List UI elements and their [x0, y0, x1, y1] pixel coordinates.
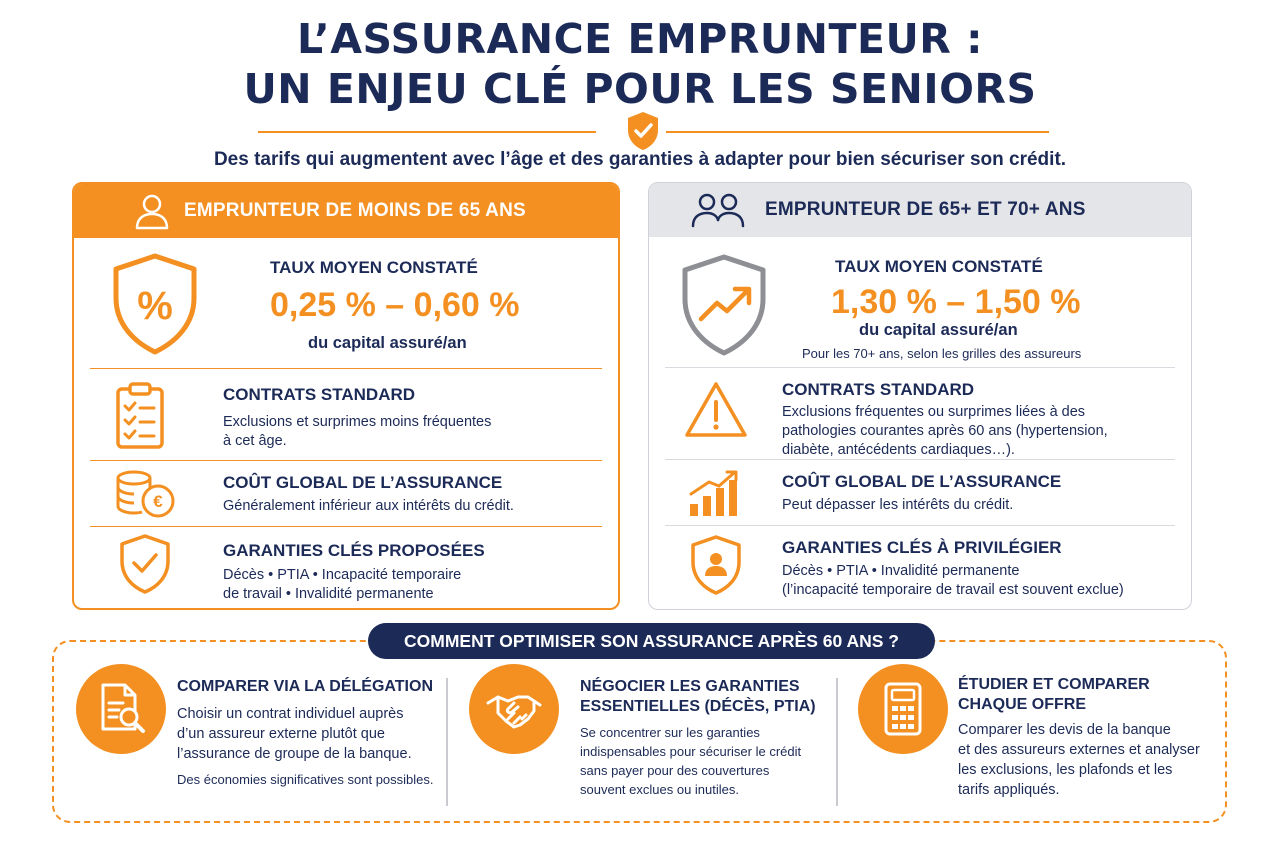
coins-euro-icon: € [116, 470, 175, 518]
contracts-text-line: Exclusions fréquentes ou surprimes liées… [782, 404, 1086, 420]
optimize-item-text-line: indispensables pour sécuriser le crédit [580, 744, 802, 759]
optimize-item-text-line: et des assureurs externes et analyser [958, 742, 1200, 758]
contracts-text-line: diabète, antécédents cardiaques…). [782, 442, 1015, 458]
panel-header-title: EMPRUNTEUR DE MOINS DE 65 ANS [184, 200, 526, 221]
shield-check-icon [628, 112, 658, 150]
optimize-item-title: ÉTUDIER ET COMPARER CHAQUE OFFRE [958, 675, 1150, 715]
shield-trend-up-icon [682, 254, 766, 356]
title-line-2: UN ENJEU CLÉ POUR LES SENIORS [243, 65, 1037, 113]
optimize-item-text-line: les exclusions, les plafonds et les [958, 762, 1173, 778]
title-line-1: L’ASSURANCE EMPRUNTEUR : [296, 15, 984, 63]
user-icon [135, 194, 169, 230]
shield-percent-icon: % [113, 253, 197, 355]
optimize-item-title-line: NÉGOCIER LES GARANTIES [580, 678, 800, 695]
cost-row: COÛT GLOBAL DE L’ASSURANCE Peut dépasser… [665, 459, 1175, 525]
shield-person-icon [691, 535, 741, 595]
subtitle: Des tarifs qui augmentent avec l’âge et … [213, 149, 1067, 170]
contracts-title: CONTRATS STANDARD [223, 385, 416, 404]
panel-65-plus: EMPRUNTEUR DE 65+ ET 70+ ANS TAUX MOYEN … [648, 182, 1192, 610]
cost-text: Peut dépasser les intérêts du crédit. [782, 497, 1014, 513]
panel-header: EMPRUNTEUR DE 65+ ET 70+ ANS [649, 183, 1191, 237]
guarantees-text-line: (l’incapacité temporaire de travail est … [782, 582, 1124, 598]
contracts-text: Exclusions et surprimes moins fréquentes… [223, 413, 491, 451]
guarantees-text-line: de travail • Invalidité permanente [223, 586, 434, 602]
contracts-text-line: pathologies courantes après 60 ans (hype… [782, 423, 1108, 439]
rate-title: TAUX MOYEN CONSTATÉ [835, 257, 1043, 276]
guarantees-title: GARANTIES CLÉS À PRIVILÉGIER [782, 538, 1062, 557]
panel-header: EMPRUNTEUR DE MOINS DE 65 ANS [74, 184, 618, 238]
contracts-row: CONTRATS STANDARD Exclusions et surprime… [90, 368, 602, 460]
contracts-text: Exclusions fréquentes ou surprimes liées… [782, 403, 1108, 460]
optimize-item-title: COMPARER VIA LA DÉLÉGATION [177, 678, 433, 695]
optimize-item-text: Choisir un contrat individuel auprès d’u… [177, 704, 412, 764]
optimize-item-text-line: souvent exclues ou inutiles. [580, 782, 739, 797]
contracts-title: CONTRATS STANDARD [782, 380, 975, 399]
optimize-item-text-line: Se concentrer sur les garanties [580, 725, 760, 740]
rate-note: Pour les 70+ ans, selon les grilles des … [802, 346, 1082, 361]
guarantees-row: GARANTIES CLÉS PROPOSÉES Décès • PTIA • … [90, 526, 602, 608]
optimize-item-text: Comparer les devis de la banque et des a… [958, 720, 1200, 800]
optimize-item-text-line: sans payer pour des couvertures [580, 763, 770, 778]
optimize-item-text-line: tarifs appliqués. [958, 782, 1060, 798]
rate-unit: du capital assuré/an [308, 334, 467, 352]
optimize-item-text-line: l’assurance de groupe de la banque. [177, 746, 412, 762]
panel-header-title: EMPRUNTEUR DE 65+ ET 70+ ANS [765, 199, 1086, 220]
warning-icon [685, 382, 747, 437]
optimize-item-text-line: d’un assureur externe plutôt que [177, 726, 385, 742]
cost-row: € COÛT GLOBAL DE L’ASSURANCE Généralemen… [90, 460, 602, 526]
bar-chart-up-icon [689, 470, 738, 516]
guarantees-text: Décès • PTIA • Invalidité permanente (l’… [782, 562, 1124, 600]
contracts-text-line: à cet âge. [223, 433, 287, 449]
shield-check-icon [120, 534, 170, 594]
cost-title: COÛT GLOBAL DE L’ASSURANCE [223, 473, 503, 492]
svg-text:%: % [137, 284, 173, 328]
guarantees-text: Décès • PTIA • Incapacité temporaire de … [223, 566, 461, 604]
rate-row: TAUX MOYEN CONSTATÉ 1,30 % – 1,50 % du c… [665, 239, 1175, 367]
optimize-item-title-line: ESSENTIELLES (DÉCÈS, PTIA) [580, 698, 816, 715]
title-divider-left [258, 131, 596, 133]
optimize-item-note: Des économies significatives sont possib… [177, 772, 434, 787]
optimize-heading: COMMENT OPTIMISER SON ASSURANCE APRÈS 60… [368, 623, 935, 659]
handshake-icon [469, 664, 559, 754]
clipboard-checklist-icon [116, 382, 164, 449]
calculator-icon [858, 664, 948, 754]
svg-text:€: € [153, 492, 163, 511]
optimize-item-title-line: CHAQUE OFFRE [958, 696, 1086, 713]
document-search-icon [76, 664, 166, 754]
users-icon [691, 193, 745, 228]
guarantees-text-line: Décès • PTIA • Invalidité permanente [782, 563, 1020, 579]
contracts-row: CONTRATS STANDARD Exclusions fréquentes … [665, 367, 1175, 459]
rate-unit: du capital assuré/an [859, 321, 1018, 339]
optimize-item-title-line: ÉTUDIER ET COMPARER [958, 676, 1150, 693]
divider [836, 678, 838, 806]
guarantees-title: GARANTIES CLÉS PROPOSÉES [223, 541, 485, 560]
rate-value: 1,30 % – 1,50 % [831, 283, 1081, 321]
title-divider-right [666, 131, 1049, 133]
rate-row: % TAUX MOYEN CONSTATÉ 0,25 % – 0,60 % du… [90, 240, 602, 368]
page-title: L’ASSURANCE EMPRUNTEUR : UN ENJEU CLÉ PO… [0, 14, 1280, 114]
optimize-item-text-line: Choisir un contrat individuel auprès [177, 706, 404, 722]
divider [446, 678, 448, 806]
cost-text: Généralement inférieur aux intérêts du c… [223, 498, 514, 514]
optimize-item-text: Se concentrer sur les garanties indispen… [580, 723, 801, 799]
guarantees-row: GARANTIES CLÉS À PRIVILÉGIER Décès • PTI… [665, 525, 1175, 609]
rate-value: 0,25 % – 0,60 % [270, 286, 520, 324]
optimize-item-title: NÉGOCIER LES GARANTIES ESSENTIELLES (DÉC… [580, 677, 816, 717]
panel-under-65: EMPRUNTEUR DE MOINS DE 65 ANS % TAUX MOY… [72, 182, 620, 610]
rate-title: TAUX MOYEN CONSTATÉ [270, 258, 478, 277]
cost-title: COÛT GLOBAL DE L’ASSURANCE [782, 472, 1062, 491]
guarantees-text-line: Décès • PTIA • Incapacité temporaire [223, 567, 462, 583]
contracts-text-line: Exclusions et surprimes moins fréquentes [223, 414, 492, 430]
optimize-item-text-line: Comparer les devis de la banque [958, 722, 1171, 738]
